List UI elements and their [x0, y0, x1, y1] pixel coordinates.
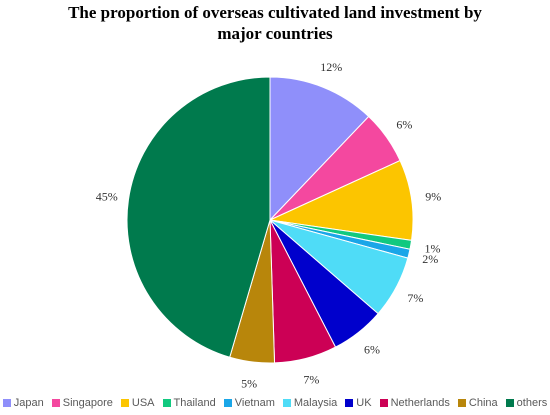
slice-label-china: 5% [241, 377, 257, 391]
legend-label: Vietnam [234, 397, 275, 409]
slice-label-others: 45% [96, 190, 118, 204]
legend-item-netherlands: Netherlands [379, 397, 450, 409]
legend-label: UK [356, 397, 372, 409]
slice-label-thailand: 1% [425, 242, 441, 256]
legend-label: Singapore [62, 397, 113, 409]
slice-label-japan: 12% [320, 60, 342, 74]
legend-label: Malaysia [293, 397, 338, 409]
slice-label-netherlands: 7% [303, 373, 319, 387]
legend-item-singapore: Singapore [51, 397, 113, 409]
slice-label-vietnam: 2% [422, 252, 438, 266]
legend-label: USA [131, 397, 155, 409]
legend-swatch [2, 399, 11, 407]
pie-slices [126, 76, 414, 364]
legend-item-uk: UK [345, 397, 372, 409]
legend-label: China [468, 397, 498, 409]
slice-label-usa: 9% [425, 190, 441, 204]
legend-swatch [223, 399, 232, 407]
legend-swatch [282, 399, 291, 407]
legend-swatch [379, 399, 388, 407]
legend-label: Thailand [173, 397, 216, 409]
pie-slice-others [126, 76, 271, 358]
legend-label: Japan [13, 397, 44, 409]
legend-swatch [505, 399, 514, 407]
legend: Japan Singapore USA Thailand Vietnam Malaysia… [0, 397, 550, 409]
legend-item-usa: USA [120, 397, 155, 409]
legend-label: others [516, 397, 548, 409]
slice-labels: 12% 6% 9% 1%2% 7% 6% 7% 5% 45% [96, 60, 442, 391]
slice-label-malaysia: 7% [407, 291, 423, 305]
legend-swatch [51, 399, 60, 407]
legend-item-china: China [457, 397, 498, 409]
legend-item-thailand: Thailand [162, 397, 216, 409]
pie-slice-japan [269, 76, 370, 222]
legend-label: Netherlands [390, 397, 450, 409]
slice-label-uk: 6% [364, 343, 380, 357]
chart-title: The proportion of overseas cultivated la… [68, 3, 482, 43]
pie-slice-usa [268, 159, 414, 241]
legend-swatch [162, 399, 171, 407]
slice-label-singapore: 6% [396, 117, 412, 131]
legend-item-japan: Japan [2, 397, 44, 409]
legend-item-vietnam: Vietnam [223, 397, 275, 409]
legend-item-malaysia: Malaysia [282, 397, 338, 409]
legend-item-others: others [505, 397, 548, 409]
legend-swatch [457, 399, 466, 407]
legend-swatch [345, 399, 354, 407]
legend-swatch [120, 399, 129, 407]
